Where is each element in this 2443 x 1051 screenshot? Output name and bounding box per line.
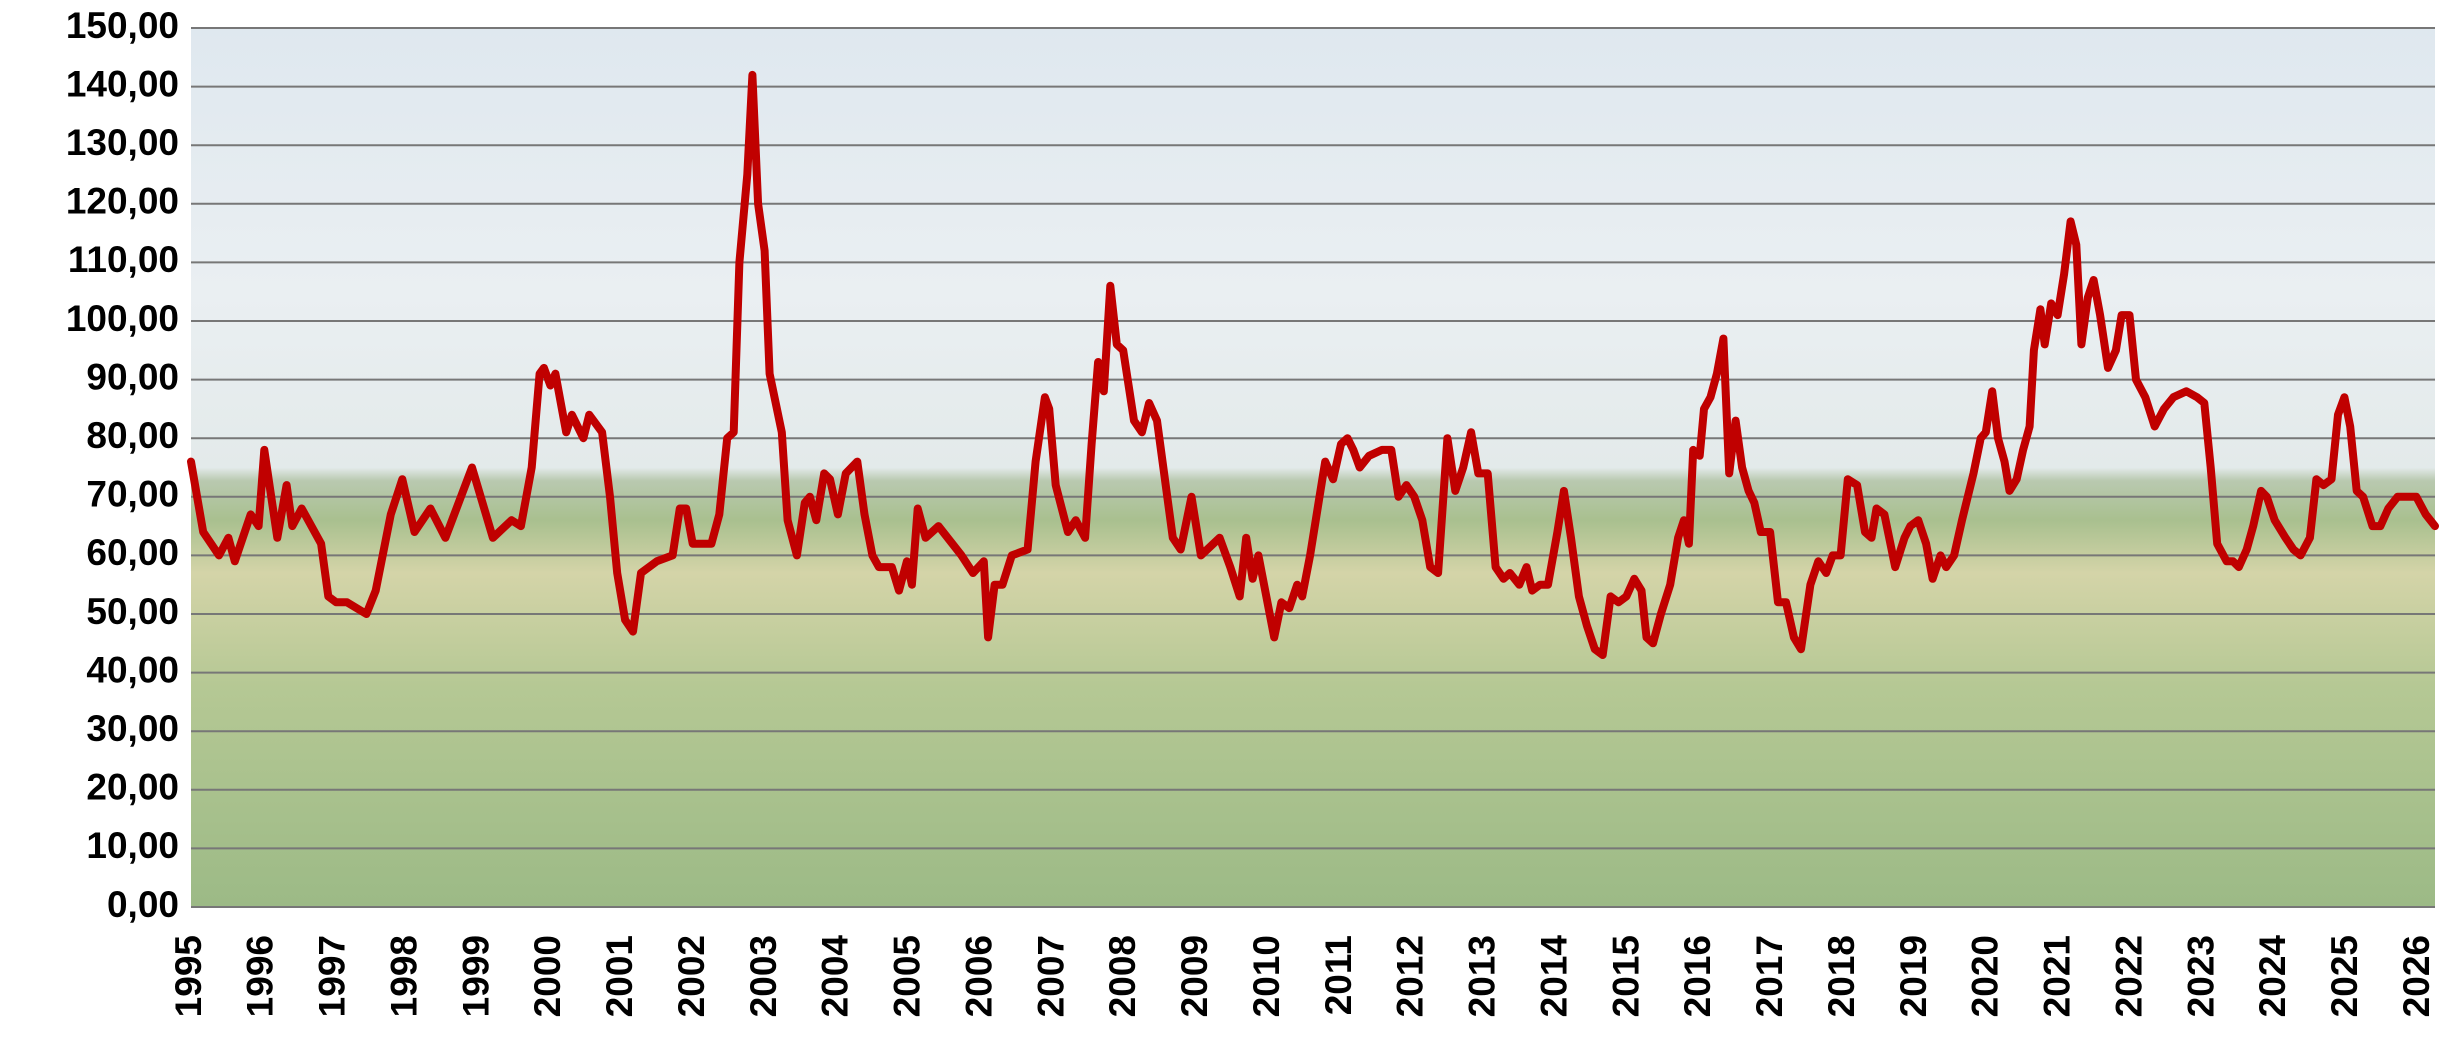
x-tick-label: 2018 (1821, 935, 1862, 1017)
x-tick-label: 2002 (671, 935, 712, 1017)
x-tick-label: 2025 (2324, 935, 2365, 1017)
x-tick-label: 2014 (1533, 935, 1574, 1018)
x-tick-label: 2011 (1318, 935, 1359, 1015)
x-tick-label: 2026 (2396, 935, 2437, 1017)
x-tick-label: 1997 (312, 935, 353, 1017)
data-line (187, 70, 2439, 659)
x-tick-label: 2022 (2108, 935, 2149, 1017)
x-tick-label: 2017 (1749, 935, 1790, 1017)
x-tick-label: 2013 (1462, 935, 1503, 1017)
x-tick-label: 2023 (2180, 935, 2221, 1017)
y-tick-label: 110,00 (68, 239, 179, 280)
x-tick-label: 1996 (240, 935, 281, 1017)
x-tick-label: 2009 (1174, 935, 1215, 1017)
x-tick-label: 2005 (887, 935, 928, 1017)
x-tick-label: 2016 (1677, 935, 1718, 1017)
plot-background (191, 28, 2435, 907)
y-tick-label: 20,00 (86, 767, 179, 808)
y-tick-label: 50,00 (86, 591, 179, 632)
y-tick-label: 100,00 (66, 298, 179, 339)
x-tick-label: 2008 (1102, 935, 1143, 1017)
x-tick-label: 2007 (1030, 935, 1071, 1017)
y-tick-label: 150,00 (66, 5, 179, 46)
y-tick-label: 70,00 (86, 474, 179, 515)
x-tick-label: 2021 (2037, 935, 2078, 1017)
x-tick-label: 2010 (1246, 935, 1287, 1017)
x-tick-label: 2004 (815, 935, 856, 1018)
x-tick-label: 1999 (455, 935, 496, 1017)
y-tick-label: 80,00 (86, 415, 179, 456)
y-tick-label: 10,00 (86, 825, 179, 866)
y-tick-label: 140,00 (66, 63, 179, 104)
y-tick-label: 40,00 (86, 649, 179, 690)
x-tick-label: 2001 (599, 935, 640, 1017)
y-tick-label: 120,00 (66, 181, 179, 222)
x-tick-label: 2000 (527, 935, 568, 1017)
x-tick-label: 2015 (1605, 935, 1646, 1017)
y-tick-label: 60,00 (86, 532, 179, 573)
x-tick-label: 2020 (1965, 935, 2006, 1017)
y-tick-label: 0,00 (107, 884, 179, 925)
x-tick-label: 2003 (743, 935, 784, 1017)
y-tick-label: 130,00 (66, 122, 179, 163)
y-tick-label: 90,00 (86, 356, 179, 397)
x-tick-label: 2024 (2252, 935, 2293, 1018)
x-tick-label: 2012 (1390, 935, 1431, 1017)
x-tick-label: 2006 (958, 935, 999, 1017)
y-tick-label: 30,00 (86, 708, 179, 749)
x-tick-label: 2019 (1893, 935, 1934, 1017)
x-tick-label: 1998 (383, 935, 424, 1017)
x-tick-label: 1995 (168, 935, 209, 1017)
